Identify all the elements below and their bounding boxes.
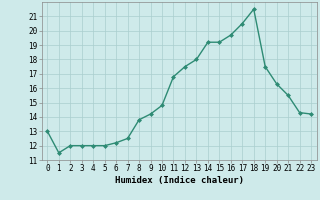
X-axis label: Humidex (Indice chaleur): Humidex (Indice chaleur) xyxy=(115,176,244,185)
